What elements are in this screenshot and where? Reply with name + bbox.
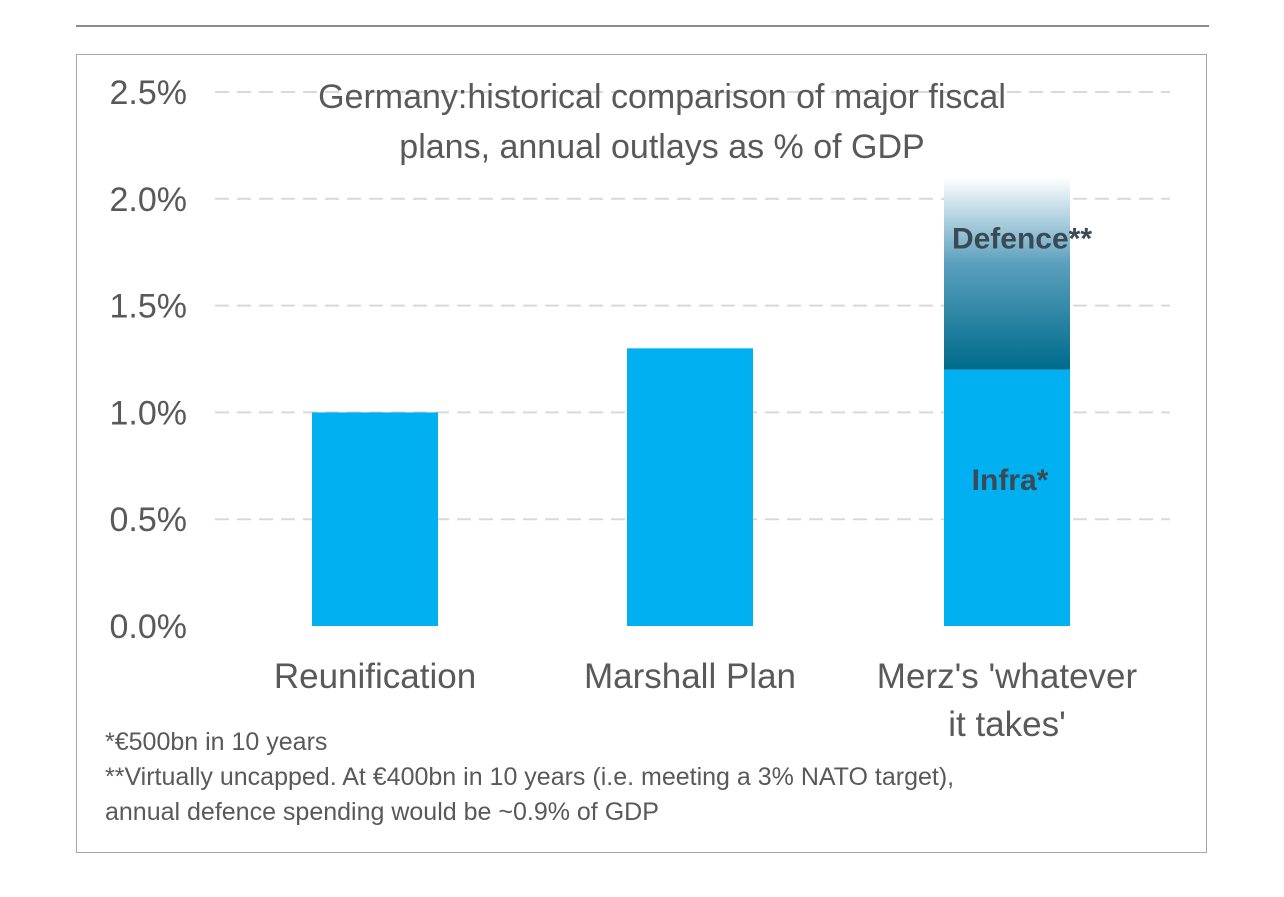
top-rule [76,25,1209,27]
bar-label-infra: Infra* [972,464,1049,497]
category-label: Merz's 'whatever [877,657,1138,696]
footnote-defence: **Virtually uncapped. At €400bn in 10 ye… [105,763,955,791]
chart-title: Germany:historical comparison of major f… [318,78,1006,166]
bar-infra [944,369,1070,626]
y-tick-label: 2.0% [110,181,188,219]
chart-title-line: plans, annual outlays as % of GDP [399,128,924,166]
y-tick-label: 1.0% [110,394,188,432]
category-label: it takes' [948,705,1066,744]
category-label: Reunification [274,657,476,696]
bar-defence [944,177,1070,370]
chart-frame [76,54,1207,853]
chart-title-line: Germany:historical comparison of major f… [318,78,1006,116]
footnotes: *€500bn in 10 years **Virtually uncapped… [105,725,1185,830]
y-tick-label: 2.5% [110,74,188,112]
y-axis: 0.0% 0.5% 1.0% 1.5% 2.0% 2.5% [110,74,188,646]
footnote-infra: *€500bn in 10 years [105,728,328,756]
y-tick-label: 1.5% [110,288,188,326]
bars: Infra* Defence** [312,177,1092,626]
y-tick-label: 0.0% [110,608,188,646]
bar-label-defence: Defence** [952,223,1092,256]
footnote-defence-cont: annual defence spending would be ~0.9% o… [105,798,659,826]
category-label: Marshall Plan [584,657,796,696]
bar-infra [312,412,438,626]
y-tick-label: 0.5% [110,501,188,539]
x-axis: Reunification Marshall Plan Merz's 'whatev… [274,657,1138,744]
bar-infra [627,348,753,626]
